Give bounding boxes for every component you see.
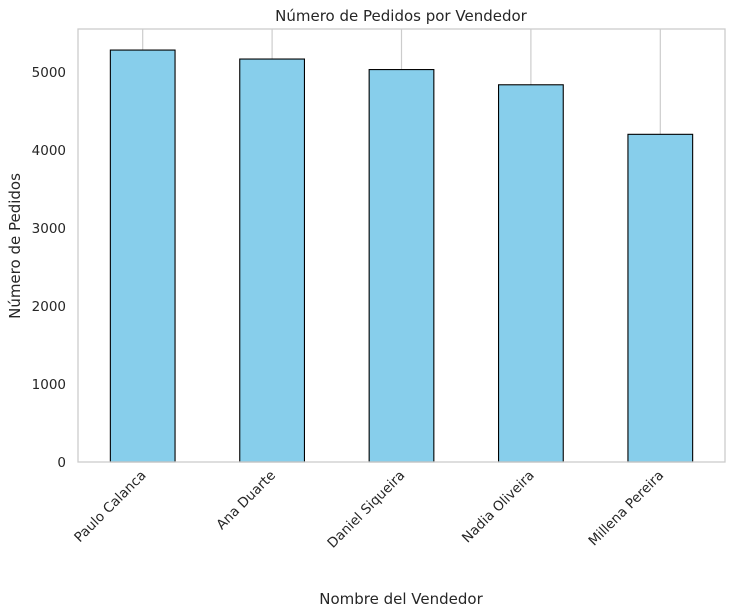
y-axis-label: Número de Pedidos <box>6 173 24 319</box>
bar <box>109 49 176 463</box>
chart-title: Número de Pedidos por Vendedor <box>275 7 527 25</box>
axes-spines <box>77 28 726 463</box>
x-tick-label: Daniel Siqueira <box>324 468 408 552</box>
x-tick-labels: Paulo Calanca Ana Duarte Daniel Siqueira Na… <box>71 468 667 552</box>
x-tick-label: Ana Duarte <box>213 468 279 534</box>
bars <box>109 49 694 463</box>
x-tick-label: Paulo Calanca <box>71 468 149 546</box>
y-tick-label: 5000 <box>32 65 66 81</box>
bar <box>368 69 435 463</box>
bar <box>627 133 694 463</box>
plot-frame <box>77 28 726 463</box>
y-tick-label: 1000 <box>32 377 66 393</box>
y-tick-label: 3000 <box>32 221 66 237</box>
y-tick-label: 0 <box>57 455 66 471</box>
x-tick-label: Nadia Oliveira <box>459 468 538 547</box>
y-tick-label: 4000 <box>32 143 66 159</box>
x-tick-label: Millena Pereira <box>586 468 668 550</box>
bar <box>239 58 305 463</box>
y-tick-labels: 0 1000 2000 3000 4000 5000 <box>32 65 66 471</box>
y-tick-label: 2000 <box>32 299 66 315</box>
x-axis-label: Nombre del Vendedor <box>319 590 483 608</box>
bar <box>497 84 564 463</box>
